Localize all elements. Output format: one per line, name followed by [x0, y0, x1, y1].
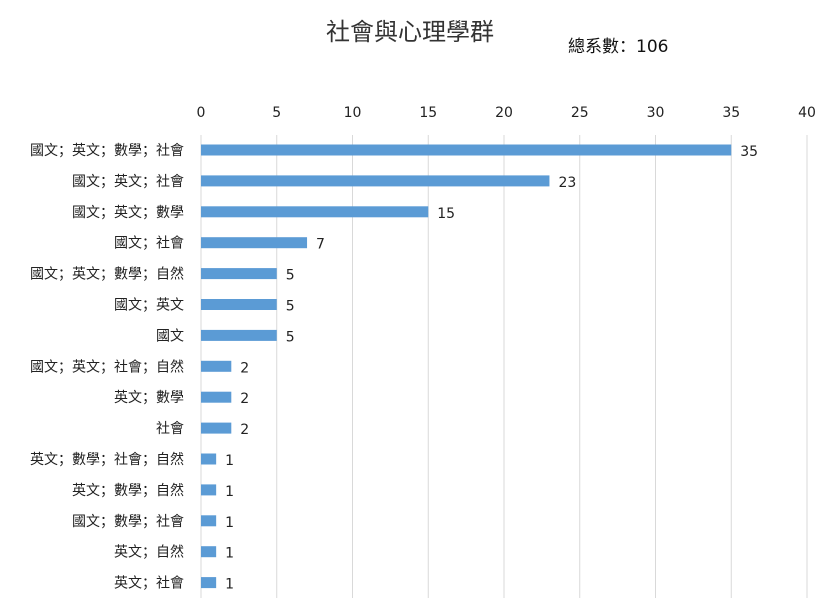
data-label: 35 — [740, 144, 758, 160]
bar — [201, 391, 232, 403]
bar — [201, 206, 429, 218]
bar — [201, 484, 217, 496]
data-label: 2 — [240, 391, 249, 407]
category-label: 社會 — [156, 421, 184, 437]
data-label: 1 — [225, 546, 234, 562]
bar — [201, 453, 217, 465]
category-label: 國文；英文；社會；自然 — [30, 358, 184, 375]
bar — [201, 422, 232, 434]
data-label: 1 — [225, 577, 234, 593]
bar — [201, 175, 550, 187]
bar — [201, 144, 732, 156]
chart-title: 社會與心理學群 — [326, 18, 494, 46]
category-label: 英文；數學；自然 — [72, 482, 184, 499]
data-label: 5 — [286, 329, 295, 345]
category-label: 國文 — [156, 328, 184, 344]
total-count-label: 總系數：106 — [568, 37, 669, 57]
x-tick-label: 10 — [344, 105, 362, 121]
data-label: 1 — [225, 515, 234, 531]
x-tick-label: 25 — [571, 105, 589, 121]
x-tick-label: 0 — [197, 105, 206, 121]
x-tick-label: 20 — [495, 105, 513, 121]
x-tick-label: 5 — [272, 105, 281, 121]
bar — [201, 299, 277, 310]
category-label: 國文；英文；數學；社會 — [30, 142, 184, 159]
bar — [201, 268, 277, 280]
category-label: 英文；自然 — [114, 544, 184, 561]
x-tick-label: 35 — [722, 105, 740, 121]
data-label: 1 — [225, 484, 234, 500]
x-tick-label: 30 — [647, 105, 665, 121]
category-label: 國文；英文；數學；自然 — [30, 266, 184, 283]
bar — [201, 237, 308, 249]
category-label: 英文；社會 — [114, 575, 184, 592]
data-label: 23 — [558, 175, 576, 191]
data-label: 5 — [286, 268, 295, 284]
bar — [201, 546, 217, 558]
category-label: 國文；社會 — [114, 236, 184, 252]
category-label: 國文；英文 — [114, 297, 184, 314]
x-tick-label: 15 — [419, 105, 437, 121]
data-label: 2 — [240, 360, 249, 376]
category-label: 國文；數學；社會 — [72, 514, 184, 530]
data-label: 7 — [316, 237, 325, 253]
data-label: 2 — [240, 422, 249, 438]
category-label: 英文；數學 — [114, 389, 184, 406]
x-tick-label: 40 — [798, 105, 816, 121]
bar — [201, 360, 232, 372]
bar — [201, 577, 217, 589]
data-label: 15 — [437, 206, 455, 222]
bar — [201, 515, 217, 527]
data-label: 5 — [286, 299, 295, 315]
bar — [201, 329, 277, 341]
category-label: 國文；英文；社會 — [72, 173, 184, 190]
data-label: 1 — [225, 453, 234, 469]
category-label: 英文；數學；社會；自然 — [30, 451, 184, 468]
category-label: 國文；英文；數學 — [72, 204, 184, 221]
